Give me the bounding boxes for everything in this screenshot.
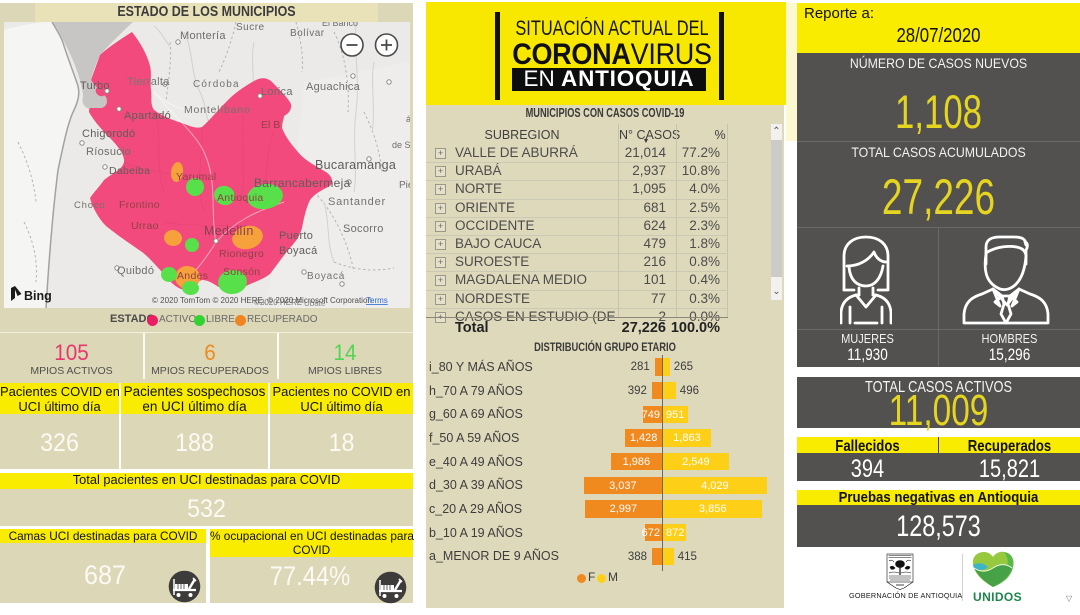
svg-text:Andes: Andes [177,270,208,282]
svg-text:Medellín: Medellín [204,224,254,238]
svg-text:UNIDOS: UNIDOS [973,590,1022,604]
svg-text:Choco: Choco [74,200,105,211]
svg-text:Córdoba: Córdoba [193,79,240,90]
svg-text:Ríosucio: Ríosucio [86,146,131,158]
svg-text:Dabeiba: Dabeiba [109,165,150,177]
svg-text:Bucaramanga: Bucaramanga [315,158,396,172]
svg-text:Antioquia: Antioquia [217,192,263,204]
svg-text:Barrancabermeja: Barrancabermeja [254,176,351,190]
svg-text:Sucre: Sucre [236,22,265,33]
svg-text:Sonsón: Sonsón [223,266,260,278]
svg-text:Frontino: Frontino [119,199,160,211]
svg-text:á: á [406,114,410,124]
svg-text:Chigorodó: Chigorodó [82,128,135,140]
svg-text:Quibdó: Quibdó [117,265,154,277]
svg-text:Lorica: Lorica [261,86,293,98]
svg-text:▽: ▽ [1066,594,1073,603]
svg-text:Boyacá: Boyacá [307,271,345,282]
svg-text:Pie: Pie [399,180,410,191]
svg-text:Rionegro: Rionegro [219,248,264,260]
svg-text:Ubaté: Ubaté [304,299,326,308]
svg-text:Montelíbano: Montelíbano [184,104,251,116]
svg-text:Terms: Terms [366,296,388,305]
svg-text:de S: de S [392,140,410,150]
svg-text:Puerto: Puerto [279,230,313,242]
svg-text:Bing: Bing [24,289,52,303]
svg-text:Yarumal: Yarumal [176,171,216,183]
svg-text:Boyacá: Boyacá [279,245,318,257]
svg-text:Urrao: Urrao [131,220,159,232]
svg-text:GOBERNACIÓN DE ANTIOQUIA: GOBERNACIÓN DE ANTIOQUIA [849,591,962,600]
svg-text:©2020 HERE: ©2020 HERE [254,298,302,307]
svg-text:Montería: Montería [180,30,226,42]
svg-text:Apartadó: Apartadó [124,110,171,122]
svg-text:Bolívar: Bolívar [290,28,325,39]
svg-text:Santander: Santander [328,196,386,208]
svg-text:Socorro: Socorro [343,223,384,235]
svg-text:El Banco: El Banco [322,22,358,28]
svg-text:El B: El B [261,119,280,131]
svg-text:Aguachica: Aguachica [306,81,361,93]
svg-text:© 2020 TomTom © 2020 HERE, © 2: © 2020 TomTom © 2020 HERE, © 2020 Micros… [152,296,372,305]
svg-text:Tierralta: Tierralta [127,76,170,88]
svg-text:Turbo: Turbo [80,80,110,92]
